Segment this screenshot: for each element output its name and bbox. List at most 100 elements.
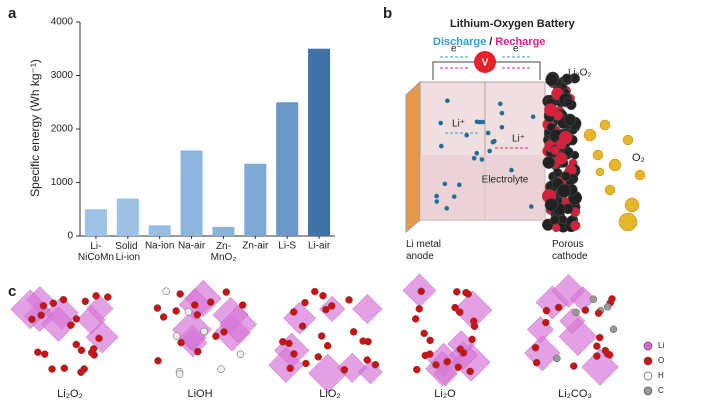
y-tick-label: 2000	[51, 124, 74, 135]
electron-label: e⁻	[513, 44, 524, 55]
label-line: Porous	[552, 239, 584, 250]
atom	[49, 299, 58, 308]
atom	[454, 363, 463, 371]
atom	[415, 305, 424, 313]
ion-label: Li⁺	[452, 119, 465, 130]
atom	[176, 290, 184, 298]
carbon-particle	[570, 220, 581, 231]
atom	[421, 351, 430, 360]
structure-label: LiOH	[187, 388, 212, 400]
diagram-subtitle: Discharge / Recharge	[433, 36, 545, 48]
atom	[605, 351, 614, 359]
legend-swatch	[643, 356, 653, 366]
ion-label: Li⁺	[512, 134, 525, 145]
polyhedron	[424, 351, 461, 387]
recharge: Recharge	[495, 36, 545, 48]
atom	[77, 346, 86, 354]
polyhedron	[526, 315, 555, 344]
oxygen-molecule	[618, 212, 638, 232]
atom	[453, 288, 461, 296]
atom	[364, 337, 372, 346]
oxygen-molecule	[622, 134, 634, 146]
atom	[88, 348, 96, 357]
polyhedron	[86, 294, 114, 322]
battery-diagram	[405, 51, 646, 234]
electrolyte-label: Electrolyte	[482, 175, 529, 186]
ion-dot	[498, 101, 503, 107]
atom	[319, 291, 327, 300]
legend-swatch	[643, 386, 653, 396]
anode-label: Li metal anode	[406, 239, 441, 262]
ion-dot	[530, 114, 536, 120]
atom	[462, 288, 470, 297]
atom	[59, 296, 68, 304]
y-tick-label: 4000	[51, 17, 74, 28]
ion-dot	[499, 124, 505, 130]
legend-swatch	[643, 371, 653, 381]
atom	[279, 338, 287, 346]
atom	[80, 365, 88, 373]
atom	[162, 287, 170, 296]
atom	[39, 302, 48, 310]
legend-label: C	[658, 386, 664, 395]
atom	[432, 361, 440, 369]
voltmeter	[474, 51, 496, 73]
product-label: Li₂O₂	[568, 68, 591, 79]
slash: /	[489, 36, 492, 48]
carbon-particle	[545, 73, 559, 87]
atom	[426, 336, 434, 345]
atom	[317, 332, 326, 340]
x-tick-label: Solid Li-ion	[115, 241, 140, 263]
ion-dot	[445, 98, 450, 104]
atom	[175, 370, 184, 378]
carbon-particle	[551, 223, 561, 233]
atom	[290, 308, 298, 316]
atom	[349, 328, 358, 336]
ion-dot	[492, 138, 497, 144]
polyhedron	[40, 306, 77, 342]
wire	[432, 61, 475, 80]
atom	[314, 353, 322, 361]
atom	[41, 350, 49, 358]
x-tick-label: Na-air	[178, 241, 206, 252]
atom	[451, 303, 459, 312]
atom	[593, 342, 601, 350]
carbon-particle	[557, 183, 572, 198]
atom	[220, 328, 228, 336]
atom	[34, 348, 42, 356]
atom	[340, 366, 349, 374]
bar	[180, 150, 203, 236]
oxygen-molecule	[595, 167, 605, 177]
atom	[371, 360, 380, 369]
atom	[581, 306, 590, 314]
atom	[608, 295, 616, 303]
oxygen-molecule	[608, 158, 622, 172]
anode-foil	[406, 82, 420, 232]
atom	[609, 325, 618, 334]
atom	[72, 315, 81, 323]
structure-label: LiO₂	[319, 388, 340, 400]
atom	[184, 308, 193, 316]
atom	[217, 365, 225, 373]
atom	[553, 354, 561, 363]
legend-label: H	[658, 371, 664, 380]
atom	[172, 307, 180, 315]
ion-dot	[487, 148, 492, 154]
label-line: anode	[406, 251, 434, 262]
y-axis-label: Specific energy (Wh kg⁻¹)	[28, 59, 42, 197]
legend-swatch	[643, 341, 653, 351]
carbon-particle	[561, 73, 572, 84]
atom	[345, 296, 353, 304]
atom	[172, 332, 181, 340]
atom	[285, 339, 293, 348]
atom	[593, 352, 601, 360]
atom	[443, 357, 451, 366]
atom	[194, 347, 202, 356]
y-tick-label: 1000	[51, 177, 74, 188]
cathode-label: Porous cathode	[552, 239, 588, 262]
carbon-particle	[544, 198, 559, 212]
polyhedron	[337, 352, 368, 384]
carbon-particle	[549, 215, 560, 226]
oxygen-molecule	[583, 128, 597, 142]
atom	[572, 308, 580, 317]
